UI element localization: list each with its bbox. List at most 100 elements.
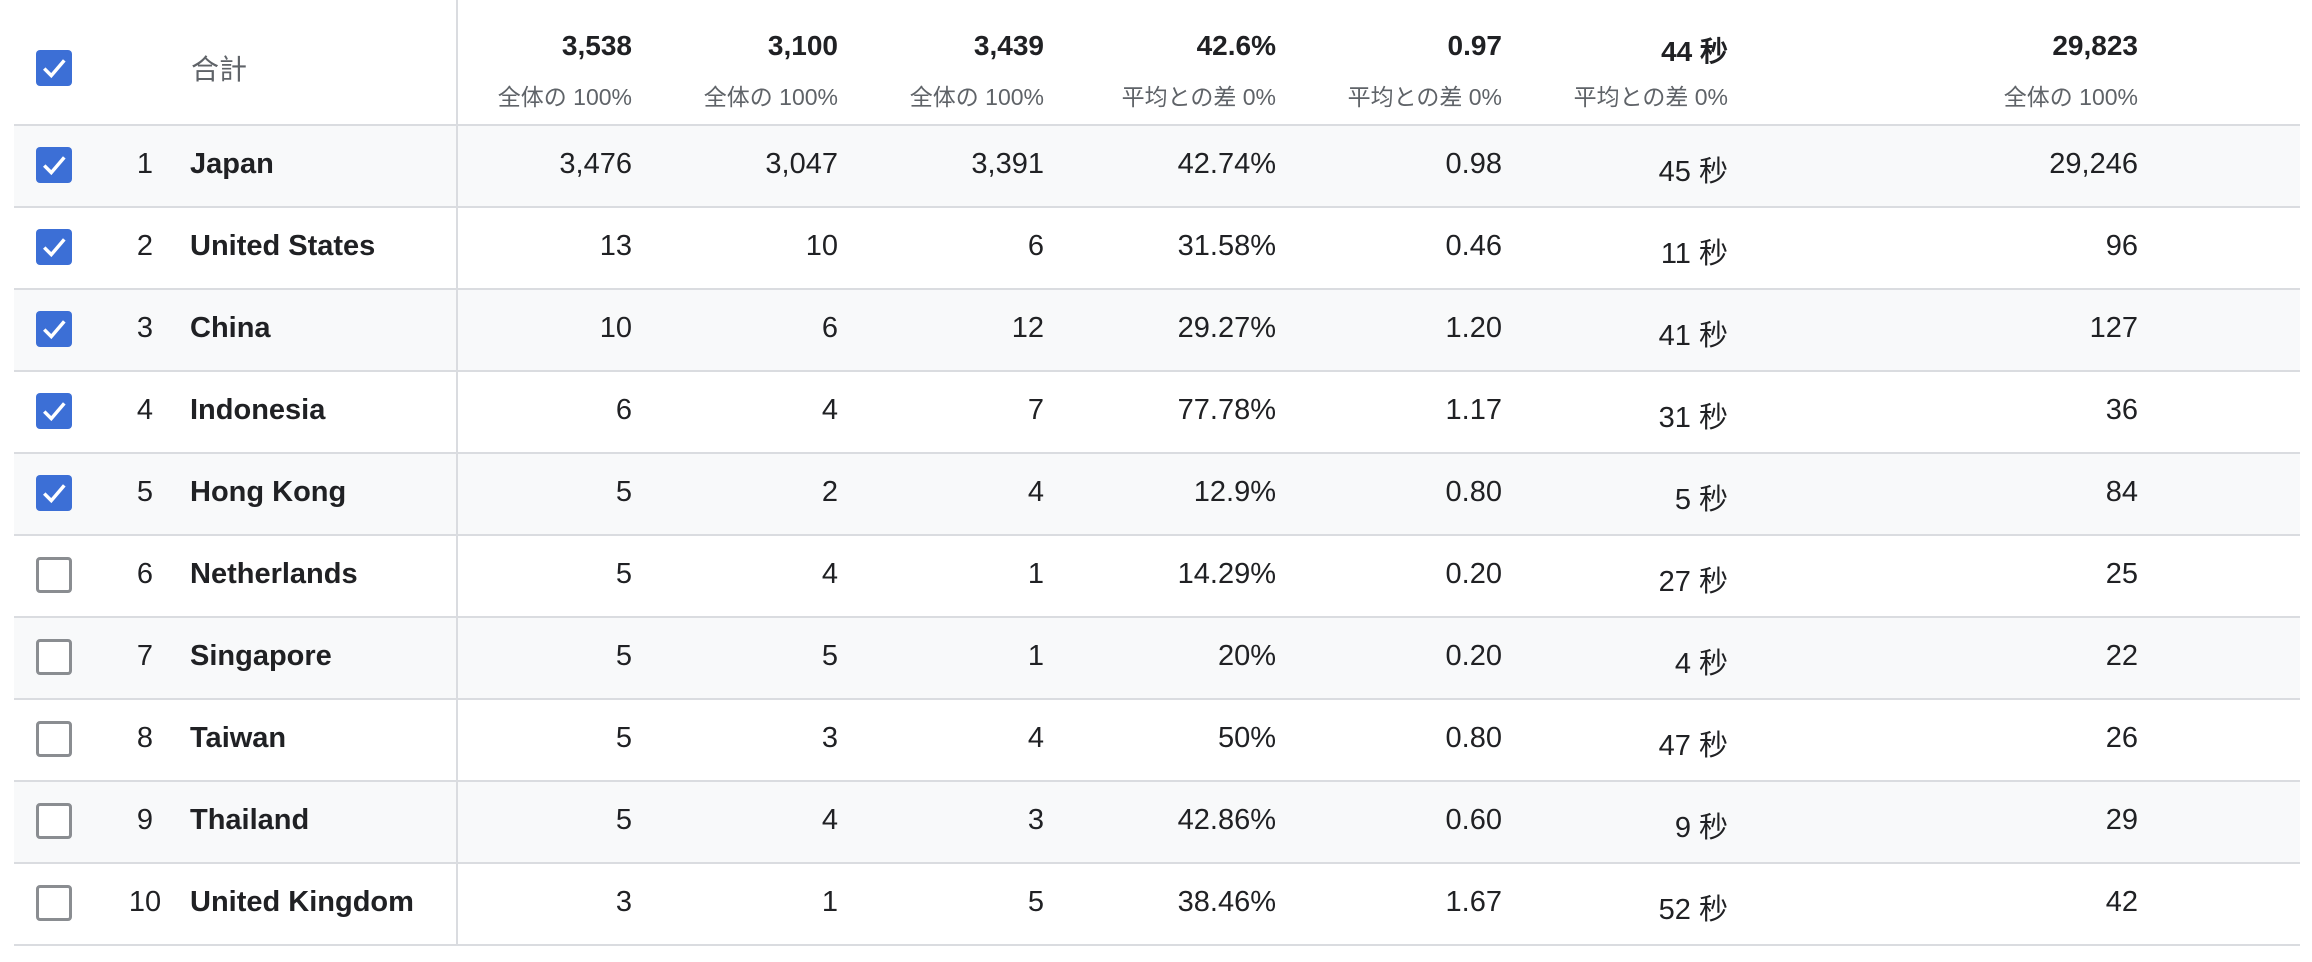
header-total-subtext: 平均との差 0% bbox=[1121, 84, 1276, 110]
metric-cell: 5 bbox=[615, 804, 632, 836]
metric-cell: 29.27% bbox=[1177, 312, 1276, 344]
metric-cell: 0.80 bbox=[1445, 722, 1502, 754]
row-checkbox[interactable] bbox=[36, 311, 72, 347]
metric-cell: 13 bbox=[599, 230, 632, 262]
country-name[interactable]: Taiwan bbox=[190, 722, 287, 754]
metric-cell: 12 bbox=[1011, 312, 1044, 344]
metric-cell: 47 秒 bbox=[1658, 730, 1728, 762]
metric-cell: 3 bbox=[821, 722, 838, 754]
header-total-subtext: 全体の 100% bbox=[2003, 84, 2138, 110]
table-row[interactable]: 1 Japan 3,476 3,047 3,391 42.74% 0.98 45 秒 29,24… bbox=[14, 126, 2300, 208]
metric-cell: 11 秒 bbox=[1660, 238, 1728, 270]
table-row[interactable]: 8 Taiwan 5 3 4 50% 0.80 47 秒 26 bbox=[14, 700, 2300, 782]
metric-cell: 0.20 bbox=[1445, 558, 1502, 590]
metric-cell: 0.98 bbox=[1445, 148, 1502, 180]
row-rank: 1 bbox=[136, 148, 154, 180]
table-row[interactable]: 5 Hong Kong 5 2 4 12.9% 0.80 5 秒 84 bbox=[14, 454, 2300, 536]
country-name[interactable]: Netherlands bbox=[190, 558, 358, 590]
metric-cell: 3,047 bbox=[765, 148, 838, 180]
row-checkbox[interactable] bbox=[36, 885, 72, 921]
metric-cell: 0.60 bbox=[1445, 804, 1502, 836]
row-rank: 7 bbox=[136, 640, 154, 672]
row-checkbox[interactable] bbox=[36, 147, 72, 183]
metric-cell: 52 秒 bbox=[1658, 894, 1728, 926]
checkmark-icon bbox=[43, 320, 66, 340]
select-all-checkbox[interactable] bbox=[36, 50, 72, 86]
metric-cell: 27 秒 bbox=[1658, 566, 1728, 598]
country-name[interactable]: China bbox=[190, 312, 271, 344]
row-checkbox[interactable] bbox=[36, 721, 72, 757]
header-total-value: 3,439 bbox=[973, 30, 1044, 61]
header-total-subtext: 全体の 100% bbox=[909, 84, 1044, 110]
metric-cell: 22 bbox=[2105, 640, 2138, 672]
metric-cell: 50% bbox=[1217, 722, 1276, 754]
metric-cell: 6 bbox=[1027, 230, 1044, 262]
row-checkbox[interactable] bbox=[36, 229, 72, 265]
country-name[interactable]: Singapore bbox=[190, 640, 332, 672]
metric-cell: 10 bbox=[599, 312, 632, 344]
metric-cell: 77.78% bbox=[1177, 394, 1276, 426]
metric-cell: 1 bbox=[1027, 640, 1044, 672]
row-rank: 3 bbox=[136, 312, 154, 344]
checkmark-icon bbox=[43, 156, 66, 176]
table-row[interactable]: 6 Netherlands 5 4 1 14.29% 0.20 27 秒 25 bbox=[14, 536, 2300, 618]
metric-cell: 5 bbox=[615, 722, 632, 754]
metric-cell: 3 bbox=[1027, 804, 1044, 836]
country-name[interactable]: United Kingdom bbox=[190, 886, 414, 918]
metric-cell: 31.58% bbox=[1177, 230, 1276, 262]
metric-cell: 1 bbox=[821, 886, 838, 918]
header-total-subtext: 平均との差 0% bbox=[1347, 84, 1502, 110]
table-row[interactable]: 10 United Kingdom 3 1 5 38.46% 1.67 52 秒 42 bbox=[14, 864, 2300, 946]
header-total-subtext: 平均との差 0% bbox=[1573, 84, 1728, 110]
metric-cell: 36 bbox=[2105, 394, 2138, 426]
metric-cell: 14.29% bbox=[1177, 558, 1276, 590]
metric-cell: 42.74% bbox=[1177, 148, 1276, 180]
country-name[interactable]: United States bbox=[190, 230, 376, 262]
metric-cell: 3,476 bbox=[559, 148, 632, 180]
metric-cell: 29,246 bbox=[2049, 148, 2138, 180]
table-row[interactable]: 3 China 10 6 12 29.27% 1.20 41 秒 127 bbox=[14, 290, 2300, 372]
metric-cell: 0.80 bbox=[1445, 476, 1502, 508]
row-checkbox[interactable] bbox=[36, 639, 72, 675]
table-row[interactable]: 2 United States 13 10 6 31.58% 0.46 11 秒 96 bbox=[14, 208, 2300, 290]
metric-cell: 4 bbox=[821, 804, 838, 836]
metric-cell: 12.9% bbox=[1193, 476, 1276, 508]
header-total-value: 3,538 bbox=[561, 30, 632, 61]
country-name[interactable]: Japan bbox=[190, 148, 274, 180]
total-label: 合計 bbox=[191, 54, 248, 85]
table-row[interactable]: 7 Singapore 5 5 1 20% 0.20 4 秒 22 bbox=[14, 618, 2300, 700]
checkmark-icon bbox=[43, 238, 66, 258]
table-row[interactable]: 9 Thailand 5 4 3 42.86% 0.60 9 秒 29 bbox=[14, 782, 2300, 864]
header-total-value: 42.6% bbox=[1196, 30, 1276, 61]
country-name[interactable]: Hong Kong bbox=[190, 476, 347, 508]
table-header-row: 合計 3,538 全体の 100% 3,100 全体の 100% 3,439 全体の 10… bbox=[14, 0, 2300, 126]
row-checkbox[interactable] bbox=[36, 557, 72, 593]
metric-cell: 127 bbox=[2089, 312, 2138, 344]
metric-cell: 5 秒 bbox=[1674, 484, 1728, 516]
row-checkbox[interactable] bbox=[36, 475, 72, 511]
metric-cell: 4 bbox=[1027, 476, 1044, 508]
country-name[interactable]: Indonesia bbox=[190, 394, 326, 426]
metric-cell: 31 秒 bbox=[1658, 402, 1728, 434]
row-checkbox[interactable] bbox=[36, 803, 72, 839]
metric-cell: 10 bbox=[805, 230, 838, 262]
metric-cell: 0.46 bbox=[1445, 230, 1502, 262]
metric-cell: 42 bbox=[2105, 886, 2138, 918]
metric-cell: 5 bbox=[615, 558, 632, 590]
row-checkbox[interactable] bbox=[36, 393, 72, 429]
metric-cell: 20% bbox=[1217, 640, 1276, 672]
metric-cell: 25 bbox=[2105, 558, 2138, 590]
metric-cell: 5 bbox=[821, 640, 838, 672]
metric-cell: 1.17 bbox=[1445, 394, 1502, 426]
metric-cell: 4 bbox=[821, 394, 838, 426]
metric-cell: 29 bbox=[2105, 804, 2138, 836]
country-name[interactable]: Thailand bbox=[190, 804, 310, 836]
row-rank: 8 bbox=[136, 722, 154, 754]
metric-cell: 0.20 bbox=[1445, 640, 1502, 672]
metric-cell: 26 bbox=[2105, 722, 2138, 754]
header-total-value: 29,823 bbox=[2052, 30, 2138, 61]
metric-cell: 42.86% bbox=[1177, 804, 1276, 836]
table-row[interactable]: 4 Indonesia 6 4 7 77.78% 1.17 31 秒 36 bbox=[14, 372, 2300, 454]
row-rank: 6 bbox=[136, 558, 154, 590]
header-total-value: 44 秒 bbox=[1661, 36, 1728, 67]
